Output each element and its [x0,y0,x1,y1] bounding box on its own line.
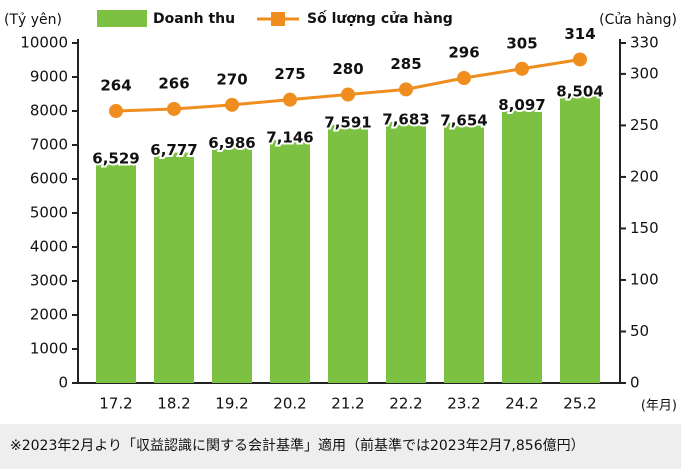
line-value-label: 264 [100,77,131,95]
y-tick-label: 6000 [30,170,68,188]
y2-tick-label: 50 [630,322,649,340]
legend-swatch [97,10,147,27]
line-marker [515,61,529,76]
bar-value-label: 7,591 [324,113,371,131]
y-tick-label: 2000 [30,306,68,324]
line-marker [283,92,297,107]
bar-value-label: 6,529 [92,150,139,168]
line-marker [225,97,239,112]
line-marker [341,87,355,102]
y-tick-label: 7000 [30,136,68,154]
bar-value-label: 7,146 [266,129,313,147]
x-tick-label: 17.2 [99,395,132,413]
x-tick-label: 19.2 [215,395,248,413]
line-marker [457,71,471,86]
y-tick-label: 9000 [30,68,68,86]
y2-tick-label: 150 [630,219,659,237]
x-tick-label: 18.2 [157,395,190,413]
y2-tick-label: 100 [630,270,659,288]
x-axis-label: (年月) [641,399,677,414]
y-tick-label: 4000 [30,238,68,256]
x-tick-label: 23.2 [447,395,480,413]
y2-tick-label: 300 [630,64,659,82]
y2-axis-label: (Cửa hàng) [599,12,677,28]
y-tick-label: 10000 [20,34,68,52]
line-value-label: 275 [274,65,305,83]
note-background [0,424,681,469]
y-tick-label: 1000 [30,340,68,358]
y-tick-label: 0 [58,374,68,392]
y2-tick-label: 0 [630,374,640,392]
bar [502,107,542,384]
y-axis-label: (Tỷ yên) [4,12,62,28]
line-value-label: 314 [564,25,595,43]
line-value-label: 280 [332,60,363,78]
line-marker [167,101,181,116]
bar-value-label: 7,683 [382,110,429,128]
line-marker [573,52,587,67]
y2-tick-label: 330 [630,34,659,52]
bar-value-label: 7,654 [440,111,487,129]
line-value-label: 305 [506,34,537,52]
x-tick-label: 20.2 [273,395,306,413]
bar-value-label: 6,986 [208,134,255,152]
y-tick-label: 3000 [30,272,68,290]
bar [328,124,368,383]
line-value-label: 270 [216,70,247,88]
legend-marker [271,12,285,26]
x-tick-label: 25.2 [563,395,596,413]
line-value-label: 296 [448,44,479,62]
y-tick-label: 5000 [30,204,68,222]
x-tick-label: 22.2 [389,395,422,413]
bar [154,152,194,383]
legend-label: Số lượng cửa hàng [307,10,453,27]
bar-value-label: 6,777 [150,141,197,159]
line-marker [399,82,413,97]
bar [386,121,426,383]
y-tick-label: 8000 [30,102,68,120]
line-value-label: 266 [158,74,189,92]
bar [270,140,310,383]
y2-tick-label: 250 [630,116,659,134]
bar [96,161,136,383]
bar [212,145,252,383]
line-value-label: 285 [390,55,421,73]
y2-tick-label: 200 [630,167,659,185]
x-tick-label: 24.2 [505,395,538,413]
line-marker [109,104,123,118]
footnote: ※2023年2月より「収益認識に関する会計基準」適用（前基準では2023年2月7… [10,437,585,454]
legend-label: Doanh thu [153,11,235,27]
bar [560,93,600,383]
bar-value-label: 8,097 [498,96,545,114]
bar-value-label: 8,504 [556,82,603,100]
bar [444,122,484,383]
x-tick-label: 21.2 [331,395,364,413]
